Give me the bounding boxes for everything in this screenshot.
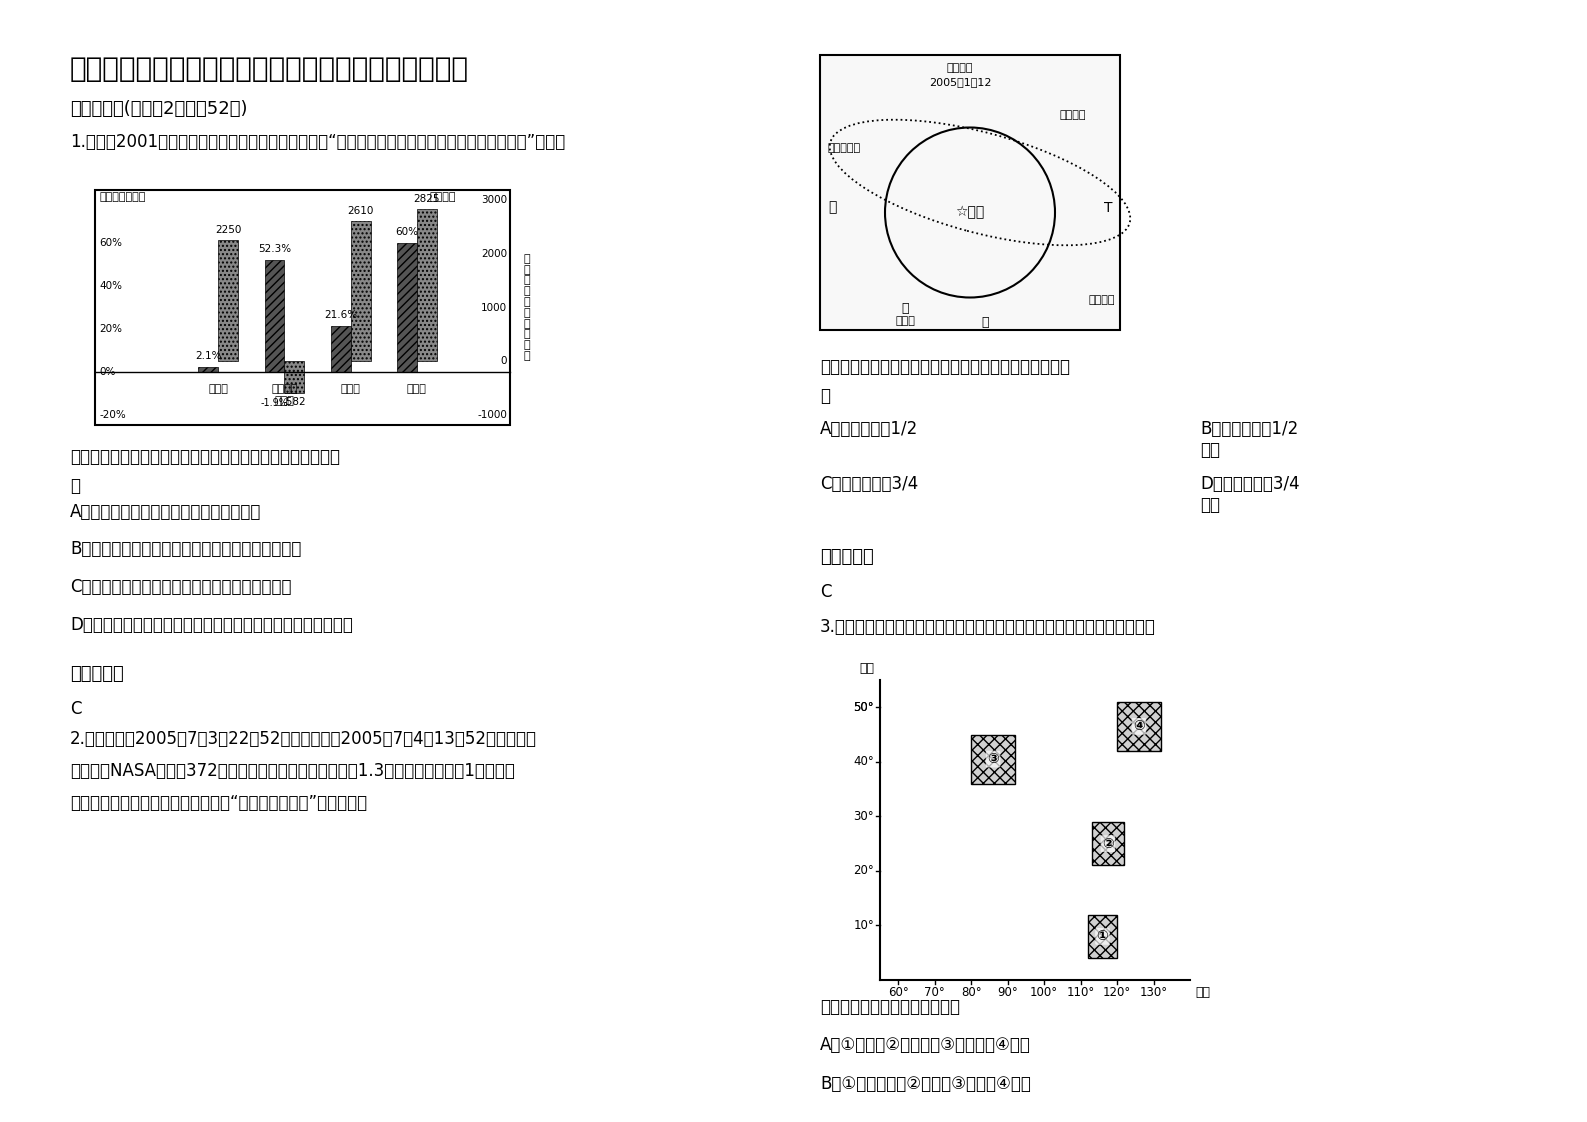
Text: 七
年
后
增
加
的
就
业
人
数: 七 年 后 增 加 的 就 业 人 数 [524,254,530,361]
Bar [265,259,284,373]
Text: A．约占全球的1/2: A．约占全球的1/2 [820,420,919,438]
Text: 服装业: 服装业 [341,384,360,394]
Bar [971,735,1016,783]
Text: 40%: 40% [98,280,122,291]
Text: 0%: 0% [98,367,116,377]
Text: 湖南省岳阳市沙田中学高三地理上学期期末试题含解析: 湖南省岳阳市沙田中学高三地理上学期期末试题含解析 [70,55,470,83]
Text: 参考答案：: 参考答案： [70,665,124,683]
Text: 彗星轨道: 彗星轨道 [1089,295,1116,305]
Text: B．约占全球的1/2
以上: B．约占全球的1/2 以上 [1200,420,1298,459]
Text: 20°: 20° [854,864,874,877]
Text: 2000: 2000 [481,249,506,259]
Bar [95,190,509,425]
Text: 3000: 3000 [481,195,506,205]
Bar [1087,914,1117,958]
Text: ①: ① [1097,929,1108,944]
Bar [1092,821,1124,865]
Text: 50°: 50° [854,701,874,714]
Bar [217,240,238,361]
Text: 60°: 60° [887,986,909,999]
Text: 52.3%: 52.3% [257,243,290,254]
Text: 130°: 130° [1139,986,1168,999]
Text: 0: 0 [500,357,506,366]
Text: 60%: 60% [98,238,122,248]
Text: 40°: 40° [854,755,874,769]
Text: 1000: 1000 [481,303,506,313]
Text: 服务业: 服务业 [208,384,229,394]
Text: 七年以来，纺织业、服装业就业人数增长幅度较大的主要原因
是: 七年以来，纺织业、服装业就业人数增长幅度较大的主要原因 是 [70,448,340,495]
Text: 纺织业: 纺织业 [406,384,427,394]
Text: C．市场环境变化，对纺织、服装产品的需求增加: C．市场环境变化，对纺织、服装产品的需求增加 [70,578,292,596]
Text: 1.下图是2001年我国加入世贸组织后，某机构所做的“中国七年后部分行业就业人数增长情况统计”。回答: 1.下图是2001年我国加入世贸组织后，某机构所做的“中国七年后部分行业就业人数… [70,134,565,151]
Bar [820,55,1120,330]
Text: 探测器成功撞击彗星时，全球与北京同处于一个日期的范
围: 探测器成功撞击彗星时，全球与北京同处于一个日期的范 围 [820,358,1070,405]
Text: 110°: 110° [1066,986,1095,999]
Text: D．约占全球的3/4
以上: D．约占全球的3/4 以上 [1200,475,1300,514]
Text: （千人）: （千人） [430,192,457,202]
Bar [397,243,417,373]
Text: ④: ④ [1133,719,1144,734]
Bar [284,361,305,393]
Text: 21.6%: 21.6% [324,310,357,320]
Text: -582: -582 [282,396,306,406]
Text: 七年后增长幅度: 七年后增长幅度 [98,192,146,202]
Text: 30°: 30° [854,810,874,822]
Text: 80°: 80° [960,986,981,999]
Text: 撞击点: 撞击点 [895,316,916,327]
Text: 探测器轨道: 探测器轨道 [828,142,862,153]
Text: 2610: 2610 [348,206,375,215]
Text: ③: ③ [987,752,998,766]
Text: 参考答案：: 参考答案： [820,548,874,565]
Text: 发射时间: 发射时间 [947,63,973,73]
Text: 甲: 甲 [828,201,836,214]
Text: 60%: 60% [395,227,419,237]
Text: 一、选择题(每小题2分，共52分): 一、选择题(每小题2分，共52分) [70,100,248,118]
Text: ②: ② [1101,837,1114,850]
Text: B．①天然橡胶、②玉米、③咏啡、④剑鹿: B．①天然橡胶、②玉米、③咏啡、④剑鹿 [820,1075,1032,1093]
Text: C: C [70,700,81,718]
Text: 2.太平洋时间2005年7月3日22时52分（北京时间2005年7月4日13时52分），美国: 2.太平洋时间2005年7月3日22时52分（北京时间2005年7月4日13时5… [70,730,536,748]
Bar [1117,702,1160,751]
Text: 纬度: 纬度 [859,662,874,675]
Text: -1000: -1000 [478,410,506,420]
Text: ☆太阳: ☆太阳 [955,205,984,220]
Bar [417,210,436,361]
Text: 丙: 丙 [981,316,989,329]
Text: 2250: 2250 [214,226,241,236]
Text: 100°: 100° [1030,986,1059,999]
Text: 经度: 经度 [1195,986,1209,999]
Text: C: C [820,583,832,601]
Text: 地球轨道: 地球轨道 [1060,110,1087,120]
Text: D．所用原料的范围越来越广，羊毛、棉花等农牧产品连年丰收: D．所用原料的范围越来越广，羊毛、棉花等农牧产品连年丰收 [70,616,352,634]
Text: 50°: 50° [854,701,874,714]
Text: 90°: 90° [997,986,1017,999]
Text: A．①水稻、②春小麦、③冬小麦、④甜菜: A．①水稻、②春小麦、③冬小麦、④甜菜 [820,1036,1032,1054]
Text: 乙: 乙 [901,302,909,315]
Text: 2825: 2825 [414,194,440,204]
Text: 2.1%: 2.1% [195,351,222,361]
Text: T: T [1103,201,1112,214]
Text: 10°: 10° [854,919,874,932]
Bar [330,325,351,373]
Text: 20%: 20% [98,324,122,334]
Text: 宇航局（NASA）重达372公斤的铜质撞击器，在距地球约1.3亿公里处与坦普尔1号彗星成: 宇航局（NASA）重达372公斤的铜质撞击器，在距地球约1.3亿公里处与坦普尔1… [70,762,514,780]
Text: B．信息技术和通信网络的发展，对外联系日益便利: B．信息技术和通信网络的发展，对外联系日益便利 [70,540,302,558]
Text: 2005、1、12: 2005、1、12 [928,77,992,88]
Text: 70°: 70° [924,986,946,999]
Bar [351,221,370,361]
Text: A．现代科技影响越来越大，产品不断创新: A．现代科技影响越来越大，产品不断创新 [70,503,262,521]
Text: 精密仪器
制造业: 精密仪器 制造业 [271,384,298,405]
Text: -1.9%: -1.9% [260,397,289,407]
Text: 120°: 120° [1103,986,1132,999]
Text: 功相撞，完成了人造航天器和彗星的“第一次亲密接触”。读图回答: 功相撞，完成了人造航天器和彗星的“第一次亲密接触”。读图回答 [70,794,367,812]
Bar [198,368,217,373]
Text: C．约占全球的3/4: C．约占全球的3/4 [820,475,919,493]
Text: 四地区与其农作物对应正确的是: 四地区与其农作物对应正确的是 [820,997,960,1017]
Text: -20%: -20% [98,410,125,420]
Text: 3.下图中的阴影部分表示不同气候的四个地区，根据图中提供的信息，完成: 3.下图中的阴影部分表示不同气候的四个地区，根据图中提供的信息，完成 [820,618,1155,636]
